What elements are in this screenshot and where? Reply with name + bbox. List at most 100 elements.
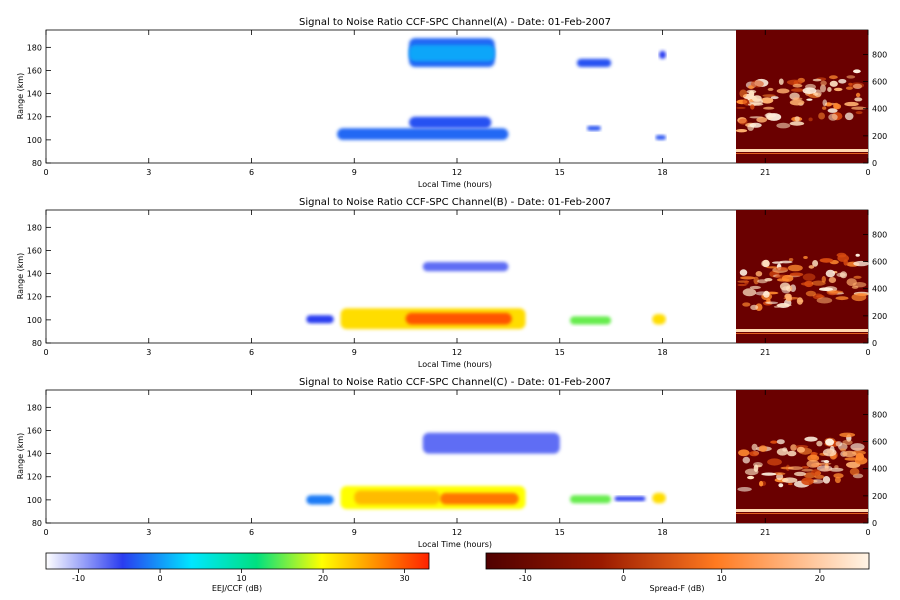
y-tick-label: 180	[27, 43, 42, 52]
snr-region	[306, 495, 334, 505]
spread-f-streak	[773, 305, 781, 308]
x-tick-label: 21	[760, 528, 770, 537]
x-ticks: 0 3 6 9 12 15 18 21 0	[43, 30, 871, 177]
panel-title: Signal to Noise Ratio CCF-SPC Channel(C)…	[299, 377, 611, 388]
spread-f-streak	[761, 97, 774, 104]
spread-f-streak	[827, 290, 844, 294]
spread-f-streak	[857, 293, 868, 297]
x-axis-label: Local Time (hours)	[418, 540, 492, 549]
spread-f-streak	[736, 106, 746, 109]
spread-f-streak	[825, 269, 836, 278]
spread-f-streak	[759, 480, 764, 487]
colorbar-ticks: -10 0 10 20 30	[72, 569, 410, 583]
spread-f-streak	[819, 287, 833, 292]
spread-f-streak	[855, 111, 863, 115]
x-tick-label: 9	[352, 348, 357, 357]
y-tick-label: 160	[27, 426, 42, 435]
y-tick-label: 100	[27, 496, 42, 505]
x-tick-label: 0	[43, 168, 48, 177]
spread-f-streak	[770, 96, 779, 100]
spread-f-streak	[790, 444, 797, 451]
spread-f-streak	[801, 466, 809, 469]
spread-f-streak	[740, 276, 756, 280]
right-y-tick-label: 800	[872, 230, 887, 239]
x-tick-label: 12	[452, 168, 462, 177]
colorbar-eej-gradient	[45, 552, 430, 570]
spread-f-streak	[750, 304, 759, 310]
right-y-tick-label: 200	[872, 312, 887, 321]
snr-region	[337, 128, 509, 140]
snr-region	[659, 50, 666, 59]
colorbar-tick-label: 10	[236, 574, 246, 583]
spread-f-streak	[775, 266, 789, 271]
spread-f-streak	[802, 87, 817, 94]
spread-f-streak	[820, 80, 827, 86]
spread-f-streak	[789, 99, 805, 106]
spread-f-streak	[776, 122, 791, 129]
snr-region	[652, 314, 666, 325]
snr-region	[422, 262, 509, 272]
spread-f-streak	[788, 466, 803, 470]
snr-region	[587, 126, 601, 131]
x-tick-label: 3	[146, 168, 151, 177]
right-y-tick-label: 200	[872, 492, 887, 501]
spread-f-streak	[779, 282, 791, 291]
x-tick-label: 15	[555, 348, 565, 357]
x-tick-label: 9	[352, 168, 357, 177]
spread-f-streak	[739, 89, 747, 98]
spread-f-streak	[744, 280, 749, 285]
spread-f-streak	[742, 302, 751, 307]
spread-f-streak	[808, 117, 813, 122]
y-ticks: 80 100 120 140 160 180	[27, 403, 51, 528]
spread-f-streak	[762, 94, 776, 97]
spread-f-streak	[850, 443, 865, 451]
spread-f-streak	[827, 108, 838, 113]
spread-f-streak	[753, 276, 759, 285]
x-tick-label: 12	[452, 528, 462, 537]
spread-f-band	[736, 153, 868, 154]
spread-f-streak	[789, 121, 805, 126]
colorbar-tick-label: 0	[158, 574, 163, 583]
spread-f-streak	[829, 75, 838, 80]
spread-f-streak	[828, 113, 838, 121]
spread-f-streak	[805, 290, 817, 297]
spread-f-streak	[833, 87, 843, 92]
y-tick-label: 180	[27, 403, 42, 412]
spread-f-streak	[749, 285, 761, 290]
x-axis-label: Local Time (hours)	[418, 360, 492, 369]
right-y-tick-label: 400	[872, 285, 887, 294]
spread-f-streak	[814, 474, 825, 479]
spread-f-streak	[853, 275, 862, 279]
right-y-tick-label: 600	[872, 78, 887, 87]
spread-f-streak	[738, 118, 748, 125]
spread-f-streak	[737, 487, 752, 492]
y-tick-label: 80	[32, 519, 42, 528]
snr-region	[405, 312, 512, 325]
spread-f-streak	[778, 78, 784, 85]
spread-f-streak	[742, 456, 750, 464]
spread-f-streak	[787, 450, 797, 457]
colorbar-tick-label: 20	[318, 574, 328, 583]
spread-f-streak	[738, 449, 750, 457]
colorbar-tick-label: 10	[717, 574, 727, 583]
x-tick-label: 0	[43, 528, 48, 537]
snr-region	[655, 135, 666, 140]
colorbar-tick-label: 0	[621, 574, 626, 583]
y-tick-label: 100	[27, 316, 42, 325]
spread-f-streak	[844, 101, 859, 107]
right-y-tick-label: 400	[872, 465, 887, 474]
snr-region	[409, 116, 492, 129]
x-axis-label: Local Time (hours)	[418, 180, 492, 189]
x-tick-label: 21	[760, 168, 770, 177]
spread-f-band	[736, 149, 868, 152]
snr-region	[570, 316, 612, 325]
spread-f-streak	[794, 116, 800, 122]
panel-channel-b: Signal to Noise Ratio CCF-SPC Channel(B)…	[16, 197, 887, 369]
colorbar-spread-f: -10 0 10 20 Spread-F (dB)	[485, 552, 870, 593]
spread-f-streak	[852, 282, 867, 288]
x-tick-label: 3	[146, 348, 151, 357]
spread-f-streak	[822, 476, 831, 484]
y-tick-label: 160	[27, 66, 42, 75]
spread-f-streak	[782, 477, 798, 484]
snr-region	[409, 45, 495, 62]
